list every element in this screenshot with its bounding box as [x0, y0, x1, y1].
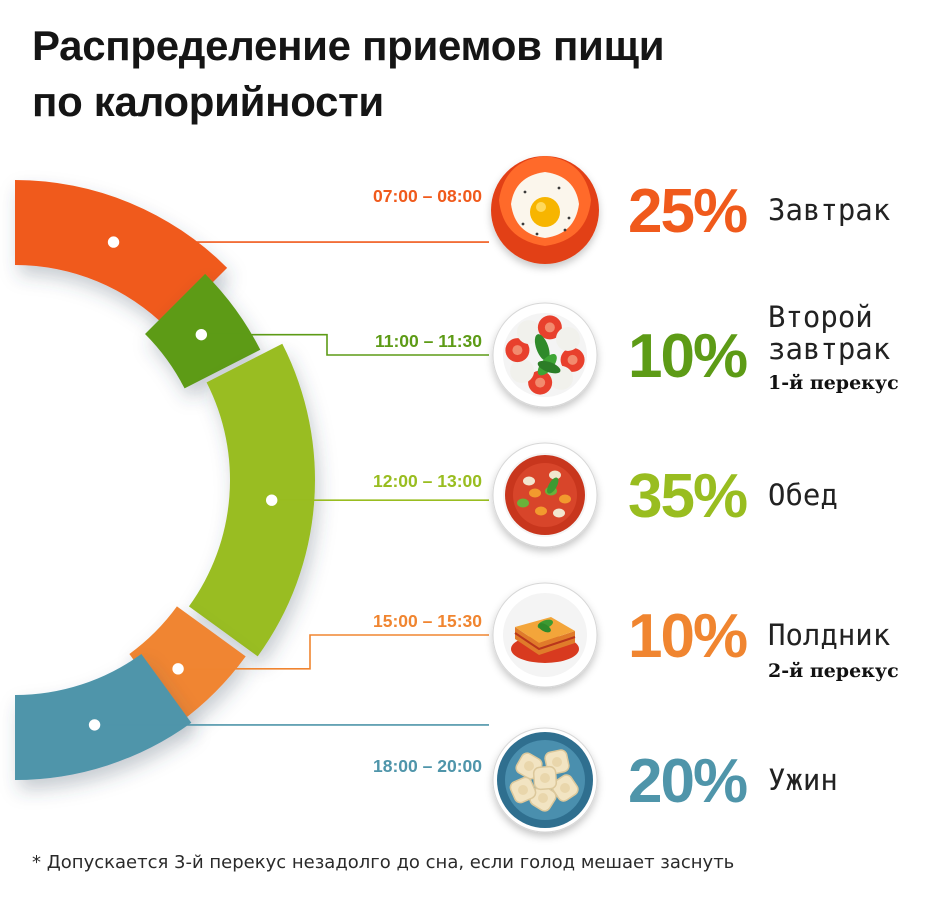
title-line-2: по калорийности — [32, 78, 384, 125]
meal-name: Ужин — [768, 763, 838, 797]
arc-dot — [169, 660, 187, 678]
meal-name: завтрак — [768, 332, 891, 366]
leader-lines — [86, 233, 489, 734]
time-label: 12:00 – 13:00 — [373, 471, 482, 491]
time-label: 18:00 – 20:00 — [373, 756, 482, 776]
percent-label: 35% — [628, 462, 747, 531]
arc-dot — [263, 491, 281, 509]
meal-name: Второй — [768, 300, 873, 334]
arc-segments — [15, 180, 315, 780]
footnote: * Допускается 3-й перекус незадолго до с… — [32, 852, 735, 873]
time-label: 11:00 – 11:30 — [375, 331, 482, 351]
percent-label: 10% — [628, 322, 747, 391]
leader-line — [201, 333, 489, 356]
time-label: 07:00 – 08:00 — [373, 186, 482, 206]
arc-segment — [15, 180, 228, 328]
snack-label: 1-й перекус — [768, 372, 899, 394]
meal-name: Завтрак — [768, 193, 891, 227]
arc-slice — [15, 653, 192, 780]
time-label: 15:00 – 15:30 — [373, 611, 482, 631]
arc-dot — [86, 716, 103, 734]
arc-dot — [193, 326, 210, 343]
ravioli-icon — [492, 727, 598, 833]
meal-name: Полдник — [768, 618, 891, 652]
lasagna-icon — [492, 582, 598, 688]
percent-label: 25% — [628, 177, 747, 246]
meal-name: Обед — [768, 478, 838, 512]
meal-rows: 07:00 – 08:00 25% Завтрак 11:00 – 11:30 10% В… — [373, 156, 899, 833]
percent-label: 10% — [628, 602, 747, 671]
arc-dot — [105, 233, 122, 251]
leader-line — [178, 634, 489, 670]
minestrone-soup-icon — [492, 442, 598, 548]
title-line-1: Распределение приемов пищи — [32, 22, 665, 69]
percent-label: 20% — [628, 747, 747, 816]
fried-egg-icon — [491, 156, 599, 264]
arc-slice — [15, 180, 228, 328]
arc-slice — [188, 343, 315, 657]
page-title: Распределение приемов пищи по калорийнос… — [32, 18, 665, 130]
snack-label: 2-й перекус — [768, 660, 899, 682]
arc-segment — [15, 653, 192, 780]
arc-segment — [188, 343, 315, 657]
caprese-salad-icon — [492, 302, 598, 408]
